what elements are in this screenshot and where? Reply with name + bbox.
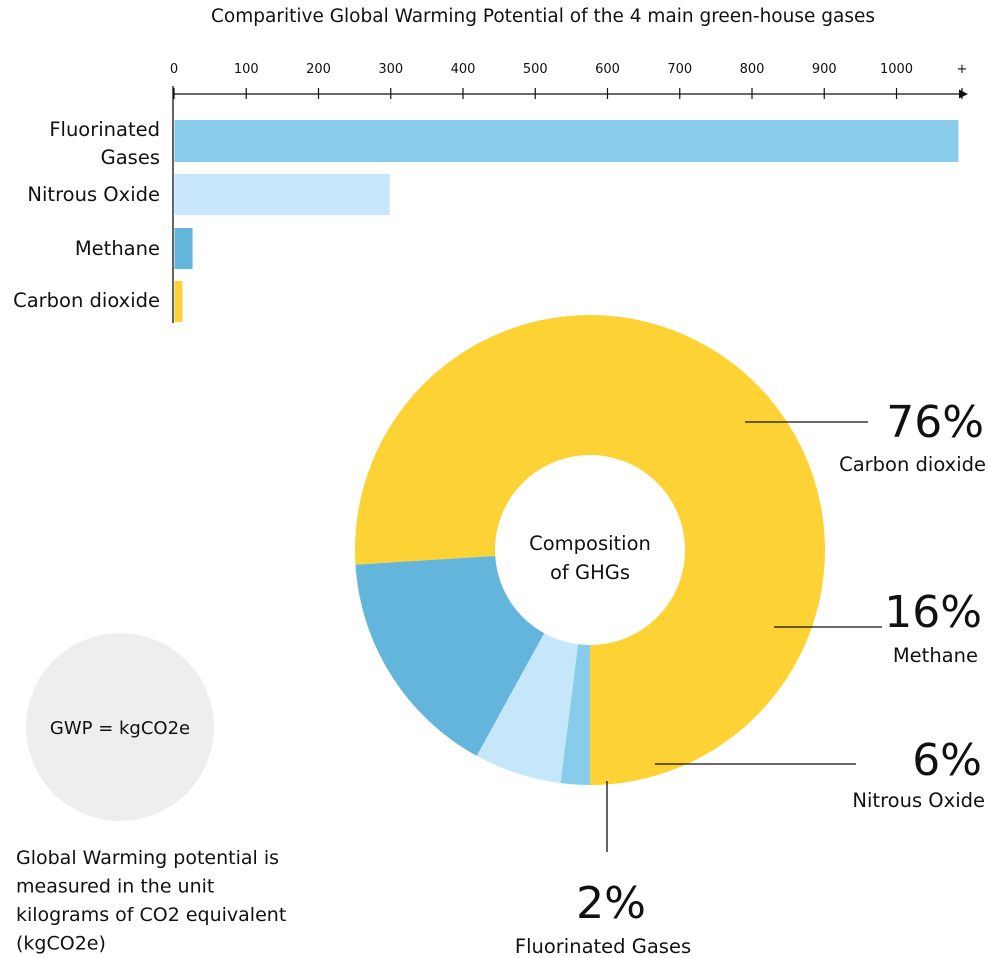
donut-center-text: Composition bbox=[529, 532, 651, 555]
bar-chart-title: Comparitive Global Warming Potential of … bbox=[211, 6, 875, 27]
gwp-badge: GWP = kgCO2e bbox=[26, 633, 214, 821]
gwp-bar-chart: Comparitive Global Warming Potential of … bbox=[13, 6, 968, 323]
category-labels: Fluorinated Gases Nitrous Oxide Methane Carb… bbox=[13, 118, 160, 312]
bar-fluorinated-gases bbox=[174, 120, 959, 162]
x-axis-arrow-icon bbox=[959, 89, 968, 99]
donut-center-label: Composition of GHGs bbox=[529, 532, 651, 584]
x-tick-label: 400 bbox=[451, 62, 476, 77]
callout-percent: 16% bbox=[884, 587, 982, 638]
x-tick-label: 200 bbox=[306, 62, 331, 77]
gwp-circle bbox=[26, 633, 214, 821]
x-tick-label: 700 bbox=[667, 62, 692, 77]
callout-label: Nitrous Oxide bbox=[852, 789, 985, 812]
donut-hole bbox=[495, 455, 685, 645]
x-tick-label: 800 bbox=[740, 62, 765, 77]
x-tick-label: 900 bbox=[812, 62, 837, 77]
callout-percent: 2% bbox=[576, 878, 646, 929]
callout-label: Methane bbox=[893, 644, 978, 667]
category-label: Carbon dioxide bbox=[13, 289, 160, 312]
x-tick-label: 100 bbox=[234, 62, 259, 77]
x-tick-label: + bbox=[957, 62, 968, 77]
gwp-badge-text: GWP = kgCO2e bbox=[50, 718, 190, 739]
bar-carbon-dioxide bbox=[174, 281, 183, 322]
callout-label: Carbon dioxide bbox=[839, 453, 986, 476]
gwp-note: Global Warming potential is measured in t… bbox=[16, 847, 286, 955]
note-line: kilograms of CO2 equivalent bbox=[16, 904, 286, 926]
donut-callouts: 76% Carbon dioxide 16% Methane 6% Nitrous Oxi… bbox=[515, 397, 986, 958]
callout-label: Fluorinated Gases bbox=[515, 935, 691, 958]
bar-nitrous-oxide bbox=[174, 174, 390, 215]
x-tick-label: 600 bbox=[595, 62, 620, 77]
category-label: Gases bbox=[101, 146, 160, 169]
ghg-composition-donut: Composition of GHGs 76% Carbon dioxide 16% M… bbox=[355, 315, 986, 958]
bar-methane bbox=[174, 228, 193, 269]
x-tick-label: 0 bbox=[170, 62, 178, 77]
donut-center-text: of GHGs bbox=[550, 561, 630, 584]
x-tick-label: 500 bbox=[523, 62, 548, 77]
x-tick-label: 300 bbox=[378, 62, 403, 77]
bars bbox=[174, 120, 959, 322]
callout-percent: 6% bbox=[912, 735, 982, 786]
note-line: measured in the unit bbox=[16, 876, 214, 898]
category-label: Methane bbox=[75, 237, 160, 260]
category-label: Fluorinated bbox=[49, 118, 160, 141]
category-label: Nitrous Oxide bbox=[27, 183, 160, 206]
note-line: (kgCO2e) bbox=[16, 933, 106, 955]
x-tick-label: 1000 bbox=[880, 62, 913, 77]
callout-percent: 76% bbox=[886, 397, 984, 448]
note-line: Global Warming potential is bbox=[16, 847, 279, 869]
